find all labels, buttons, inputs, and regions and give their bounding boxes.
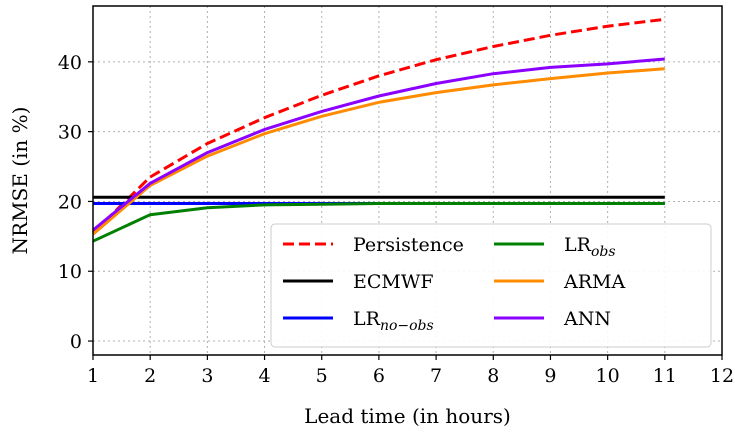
x-tick-label: 3: [201, 365, 213, 387]
x-tick-label: 1: [87, 365, 99, 387]
legend-label-lr-noobs: LRno−obs: [353, 308, 434, 334]
y-axis-label: NRMSE (in %): [8, 107, 32, 255]
x-tick-label: 2: [144, 365, 156, 387]
y-tick-label: 30: [58, 122, 82, 144]
x-tick-label: 11: [653, 365, 677, 387]
legend-label-persistence: Persistence: [353, 234, 464, 256]
y-tick-label: 40: [58, 52, 82, 74]
y-tick-label: 20: [58, 191, 82, 213]
legend: Persistence ECMWF LRno−obs LRobs ARMA ANN: [270, 223, 712, 348]
x-tick-label: 5: [316, 365, 328, 387]
legend-box: [270, 223, 712, 348]
series-line-arma: [92, 67, 665, 236]
series-line-persistence: [91, 17, 665, 234]
series-line-ann: [92, 57, 665, 232]
x-tick-label: 10: [596, 365, 620, 387]
legend-label-lr-obs: LRobs: [564, 234, 616, 260]
series-line-lr-obs: [92, 202, 665, 243]
y-tick-label: 0: [70, 331, 82, 353]
plot-frame: [92, 5, 723, 356]
y-tick-label: 10: [58, 261, 82, 283]
x-tick-label: 9: [544, 365, 556, 387]
x-tick-label: 4: [258, 365, 270, 387]
legend-label-arma: ARMA: [563, 271, 625, 293]
x-tick-label: 7: [430, 365, 442, 387]
x-tick-label: 6: [373, 365, 385, 387]
x-tick-label: 12: [710, 365, 734, 387]
legend-label-ann: ANN: [563, 308, 611, 330]
series-layer: [91, 17, 665, 243]
x-axis-label: Lead time (in hours): [304, 404, 511, 428]
x-tick-label: 8: [487, 365, 499, 387]
legend-label-ecmwf: ECMWF: [353, 271, 434, 293]
